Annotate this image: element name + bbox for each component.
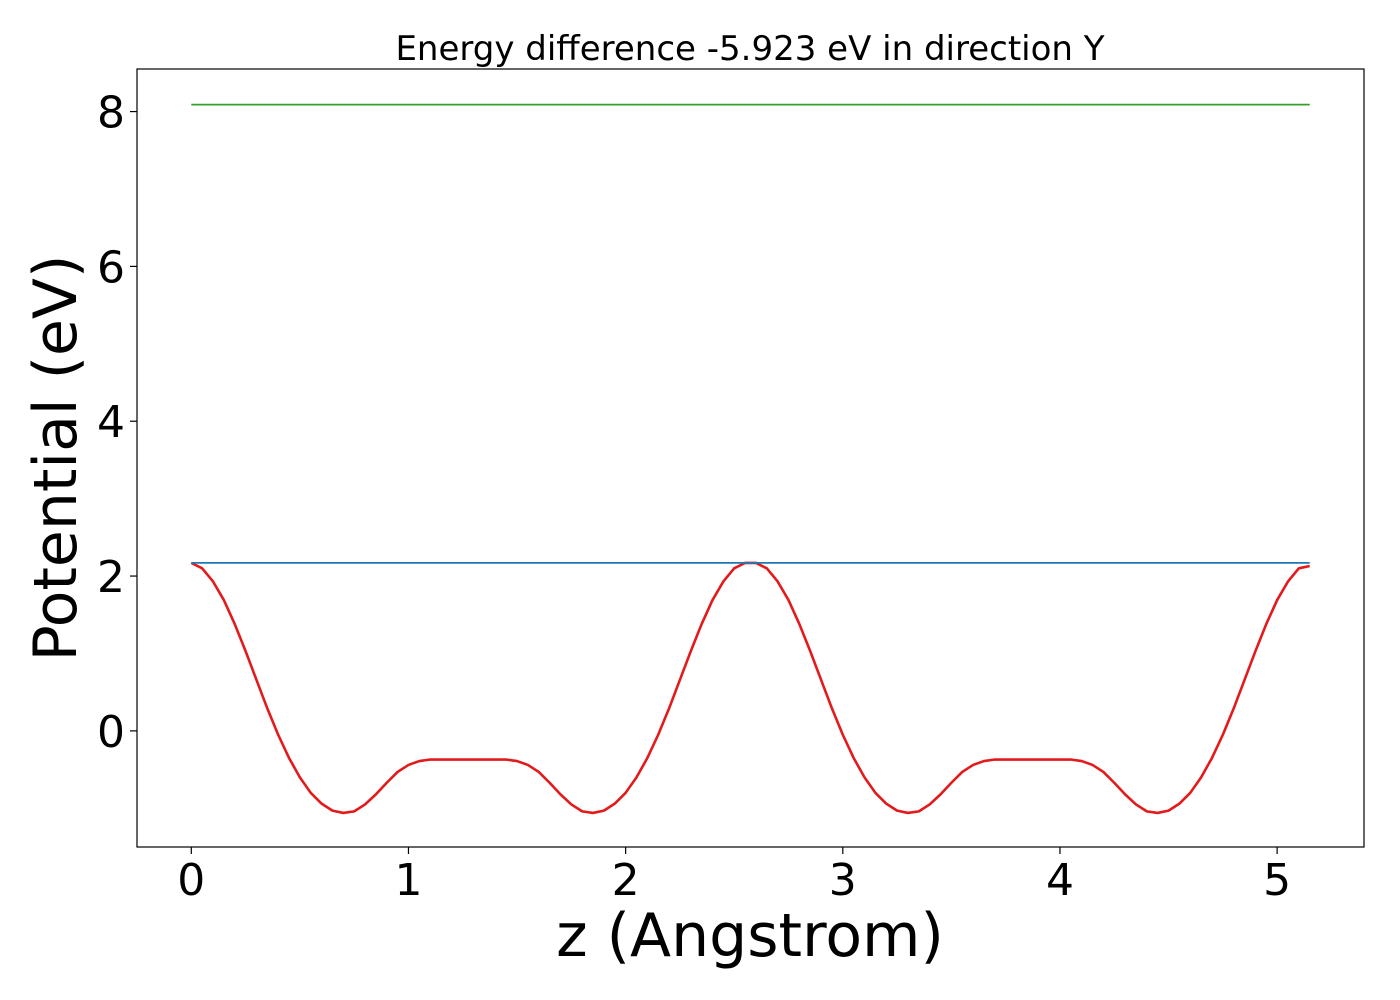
x-tick-label: 3: [829, 855, 857, 906]
x-tick-label: 4: [1046, 855, 1074, 906]
chart-title: Energy difference -5.923 eV in direction…: [395, 29, 1104, 69]
plot-area: [190, 103, 1310, 815]
y-tick-label: 4: [97, 397, 125, 448]
x-tick-label: 5: [1263, 855, 1291, 906]
x-tick-label: 2: [612, 855, 640, 906]
x-tick-label: 1: [394, 855, 422, 906]
y-tick-label: 6: [97, 242, 125, 293]
y-tick-label: 8: [97, 88, 125, 139]
y-tick-label: 2: [97, 552, 125, 603]
plot-frame: [136, 68, 1365, 848]
y-tick-label: 0: [97, 707, 125, 758]
x-axis: 0 1 2 3 4 5: [177, 847, 1291, 906]
x-tick-label: 0: [177, 855, 205, 906]
y-axis: 0 2 4 6 8: [97, 88, 137, 758]
y-axis-label: Potential (eV): [21, 255, 91, 662]
x-axis-label: z (Angstrom): [556, 901, 944, 971]
